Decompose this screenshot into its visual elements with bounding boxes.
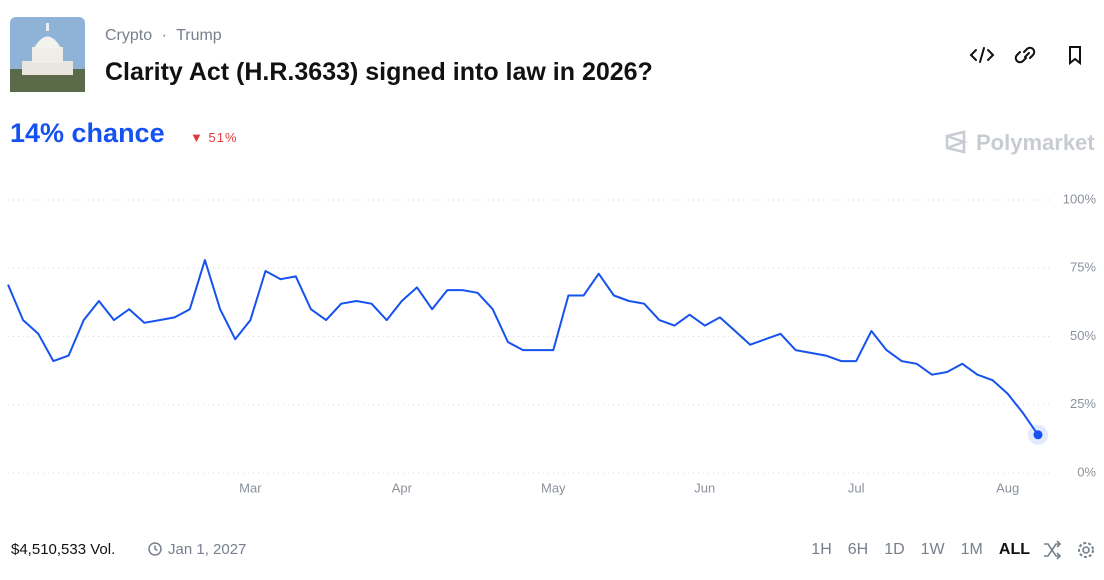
brand-name: Polymarket xyxy=(976,130,1095,155)
range-button[interactable]: 1W xyxy=(920,541,945,558)
range-button[interactable]: 1D xyxy=(884,541,905,558)
tags: Crypto · Trump xyxy=(105,27,222,45)
y-tick-label: 0% xyxy=(1077,464,1096,479)
x-tick-label: Apr xyxy=(392,480,413,495)
tools xyxy=(1044,540,1094,560)
shuffle-icon[interactable] xyxy=(1044,540,1062,560)
x-tick-label: Jul xyxy=(848,480,865,495)
range-button[interactable]: 6H xyxy=(847,541,869,558)
bookmark-icon[interactable] xyxy=(1069,46,1081,66)
tag[interactable]: Crypto xyxy=(105,27,153,44)
actions xyxy=(969,46,1081,66)
brand: Polymarket xyxy=(944,130,1095,156)
y-tick-label: 75% xyxy=(1070,260,1096,275)
embed-icon[interactable] xyxy=(969,47,995,63)
y-tick-label: 100% xyxy=(1063,191,1097,206)
link-icon[interactable] xyxy=(1014,46,1036,64)
end-date-text: Jan 1, 2027 xyxy=(168,541,247,558)
range-button[interactable]: 1H xyxy=(811,541,832,558)
x-tick-label: Jun xyxy=(694,480,715,495)
volume: $4,510,533 Vol. xyxy=(11,541,116,558)
change: ▼ 51% xyxy=(190,130,238,145)
market-image xyxy=(10,17,85,92)
range-button[interactable]: ALL xyxy=(998,541,1030,558)
end-date: Jan 1, 2027 xyxy=(148,541,246,558)
y-tick-label: 25% xyxy=(1070,396,1096,411)
separator: · xyxy=(161,27,167,44)
chance: 14% chance xyxy=(10,118,165,148)
x-tick-label: Mar xyxy=(239,480,262,495)
tag[interactable]: Trump xyxy=(176,27,222,44)
down-arrow: ▼ xyxy=(190,130,204,145)
brand-logo xyxy=(945,130,968,154)
price-line xyxy=(7,259,1039,436)
market-title: Clarity Act (H.R.3633) signed into law i… xyxy=(105,58,653,86)
y-tick-label: 50% xyxy=(1070,328,1096,343)
x-tick-label: Aug xyxy=(996,480,1019,495)
clock-icon xyxy=(148,542,162,556)
last-point xyxy=(1033,430,1043,440)
settings-icon[interactable] xyxy=(1082,546,1090,554)
range-button[interactable]: 1M xyxy=(960,541,983,558)
x-tick-label: May xyxy=(541,480,566,495)
range-selector: 1H 6H 1D 1W 1M ALL xyxy=(795,541,1030,559)
change-value: 51% xyxy=(208,130,238,145)
chart: 0% 25% 50% 75% 100% Mar Apr May Jun Jul Aug xyxy=(7,191,1097,495)
